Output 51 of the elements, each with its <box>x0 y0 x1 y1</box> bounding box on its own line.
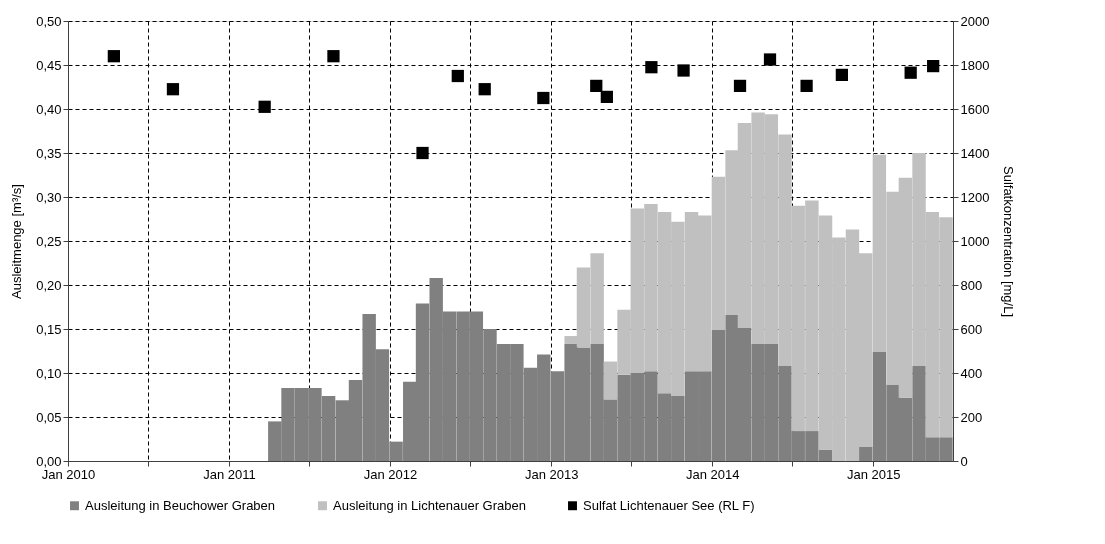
legend-label: Ausleitung in Beuchower Graben <box>85 497 276 513</box>
x-tick-label: Jan 2012 <box>363 466 418 482</box>
point <box>835 68 848 82</box>
y-tick-label: 0,05 <box>36 409 62 425</box>
y2-tick-label: 200 <box>960 409 983 425</box>
y2-tick-label: 1800 <box>960 57 990 73</box>
y2-tick-label: 1200 <box>960 189 990 205</box>
y2-axis-title: Sulfatkonzentration [mg/L] <box>1001 165 1017 318</box>
y-tick-label: 0,45 <box>36 57 62 73</box>
y-axis-title: Ausleitmenge [m³/s] <box>9 184 25 299</box>
point <box>416 146 429 160</box>
point <box>327 50 340 63</box>
point <box>258 100 271 113</box>
y2-tick-label: 1600 <box>960 101 990 117</box>
x-tick-label: Jan 2014 <box>685 466 740 482</box>
y2-tick-label: 600 <box>960 321 983 337</box>
y-tick-label: 0,10 <box>36 365 62 381</box>
point <box>600 90 613 104</box>
point <box>107 50 120 63</box>
y-tick-label: 0,50 <box>36 13 62 29</box>
y2-tick-label: 2000 <box>960 13 990 29</box>
point <box>800 79 813 93</box>
legend-label: Ausleitung in Lichtenauer Graben <box>333 497 526 513</box>
y-tick-label: 0,35 <box>36 145 62 161</box>
point <box>451 69 464 83</box>
y-tick-label: 0,20 <box>36 277 62 293</box>
x-tick-label: Jan 2010 <box>41 466 96 482</box>
x-tick-label: Jan 2011 <box>203 466 256 482</box>
point <box>927 59 940 73</box>
y2-tick-label: 800 <box>960 277 983 293</box>
y-tick-label: 0,15 <box>36 321 62 337</box>
point <box>733 79 747 93</box>
point <box>677 64 690 77</box>
point <box>763 53 777 66</box>
x-tick-label: Jan 2013 <box>525 466 579 482</box>
y-tick-label: 0,25 <box>36 233 62 249</box>
point <box>537 91 550 105</box>
y2-tick-label: 400 <box>960 365 983 381</box>
y-tick-label: 0,40 <box>36 101 62 117</box>
point <box>478 83 491 96</box>
point <box>166 83 180 96</box>
y2-tick-label: 1000 <box>960 233 990 249</box>
point <box>645 61 658 74</box>
legend-label: Sulfat Lichtenauer See (RL F) <box>583 497 755 513</box>
y-tick-label: 0,00 <box>36 453 62 469</box>
point <box>590 79 603 93</box>
point <box>904 66 917 79</box>
y2-tick-label: 0 <box>960 453 968 469</box>
y-tick-label: 0,30 <box>36 189 62 205</box>
x-tick-label: Jan 2015 <box>846 466 901 482</box>
y2-tick-label: 1400 <box>960 145 990 161</box>
